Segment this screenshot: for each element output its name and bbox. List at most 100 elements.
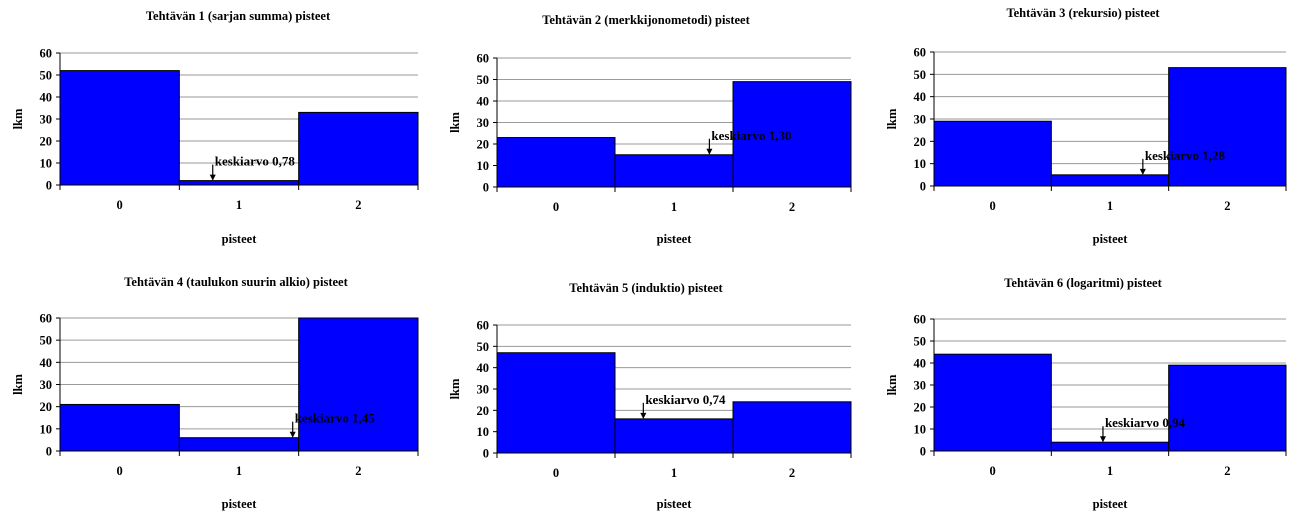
- bar-2: [1168, 364, 1287, 452]
- chart-panel-6: Tehtävän 6 (logaritmi) pisteet0102030405…: [885, 276, 1287, 511]
- y-tick-label: 30: [477, 383, 490, 397]
- y-tick-label: 10: [914, 423, 927, 437]
- x-axis-label: pisteet: [1093, 497, 1129, 511]
- mean-annotation: keskiarvo 0,94: [1105, 415, 1186, 430]
- x-tick-label: 0: [990, 199, 996, 213]
- chart-title: Tehtävän 4 (taulukon suurin alkio) piste…: [124, 275, 348, 289]
- chart-title: Tehtävän 1 (sarjan summa) pisteet: [146, 9, 331, 23]
- y-tick-label: 40: [914, 357, 927, 371]
- y-tick-label: 0: [46, 179, 52, 193]
- mean-annotation: keskiarvo 0,78: [215, 154, 296, 169]
- x-tick-label: 1: [236, 198, 242, 212]
- bar-2: [732, 81, 852, 188]
- y-tick-label: 0: [483, 447, 489, 461]
- x-axis-label: pisteet: [222, 232, 258, 246]
- x-tick-label: 1: [236, 464, 242, 478]
- y-tick-label: 10: [40, 422, 53, 436]
- x-tick-label: 2: [355, 198, 361, 212]
- y-tick-label: 20: [40, 135, 53, 149]
- mean-arrow-head: [289, 431, 296, 438]
- y-tick-label: 50: [40, 334, 53, 348]
- x-tick-label: 2: [1224, 199, 1230, 213]
- y-tick-label: 20: [914, 135, 927, 149]
- mean-annotation: keskiarvo 1,28: [1145, 148, 1226, 163]
- bar-2: [1168, 67, 1287, 187]
- bar-1: [178, 180, 300, 186]
- bar-0: [59, 403, 180, 452]
- y-tick-label: 30: [914, 379, 927, 393]
- bar-0: [496, 137, 616, 188]
- chart-panel-5: Tehtävän 5 (induktio) pisteet01020304050…: [448, 281, 852, 511]
- chart-panel-1: Tehtävän 1 (sarjan summa) pisteet0102030…: [11, 9, 419, 246]
- chart-title: Tehtävän 3 (rekursio) pisteet: [1006, 6, 1160, 20]
- y-tick-label: 30: [40, 378, 53, 392]
- y-tick-label: 40: [914, 90, 927, 104]
- y-tick-label: 20: [477, 138, 490, 152]
- x-tick-label: 0: [117, 198, 123, 212]
- y-tick-label: 60: [40, 312, 53, 326]
- y-tick-label: 60: [914, 313, 927, 327]
- x-tick-label: 0: [553, 200, 559, 214]
- y-tick-label: 0: [920, 180, 926, 194]
- y-tick-label: 0: [483, 181, 489, 195]
- y-tick-label: 50: [477, 73, 490, 87]
- mean-arrow-head: [1139, 168, 1146, 175]
- bar-2: [298, 317, 419, 452]
- y-axis-label: lkm: [11, 108, 25, 129]
- y-tick-label: 40: [40, 356, 53, 370]
- chart-panel-4: Tehtävän 4 (taulukon suurin alkio) piste…: [11, 275, 419, 511]
- x-tick-label: 2: [789, 200, 795, 214]
- mean-annotation: keskiarvo 1,45: [295, 411, 376, 426]
- y-tick-label: 50: [40, 69, 53, 83]
- y-tick-label: 50: [477, 340, 490, 354]
- x-tick-label: 2: [355, 464, 361, 478]
- y-tick-label: 60: [914, 46, 927, 60]
- y-tick-label: 40: [40, 91, 53, 105]
- x-axis-label: pisteet: [222, 497, 258, 511]
- chart-title: Tehtävän 6 (logaritmi) pisteet: [1004, 276, 1162, 290]
- bar-2: [298, 111, 419, 186]
- y-tick-label: 10: [40, 157, 53, 171]
- bar-0: [933, 120, 1052, 187]
- chart-panel-2: Tehtävän 2 (merkkijonometodi) pisteet010…: [448, 13, 852, 246]
- x-tick-label: 0: [553, 466, 559, 480]
- y-tick-label: 50: [914, 335, 927, 349]
- y-tick-label: 60: [477, 52, 490, 66]
- y-tick-label: 30: [914, 113, 927, 127]
- y-axis-label: lkm: [448, 378, 462, 399]
- y-axis-label: lkm: [885, 108, 899, 129]
- y-tick-label: 10: [477, 425, 490, 439]
- y-tick-label: 10: [477, 159, 490, 173]
- x-tick-label: 1: [671, 200, 677, 214]
- mean-annotation: keskiarvo 1,30: [711, 128, 791, 143]
- y-tick-label: 60: [40, 47, 53, 61]
- bar-1: [614, 418, 734, 454]
- y-tick-label: 20: [914, 401, 927, 415]
- y-axis-label: lkm: [11, 373, 25, 394]
- mean-annotation: keskiarvo 0,74: [645, 392, 726, 407]
- bar-0: [933, 353, 1052, 452]
- bar-1: [178, 437, 300, 452]
- mean-arrow-head: [640, 412, 647, 419]
- x-tick-label: 2: [789, 466, 795, 480]
- x-tick-label: 0: [990, 464, 996, 478]
- x-axis-label: pisteet: [657, 497, 693, 511]
- y-tick-label: 30: [40, 113, 53, 127]
- chart-title: Tehtävän 5 (induktio) pisteet: [569, 281, 723, 295]
- x-tick-label: 1: [671, 466, 677, 480]
- bar-1: [614, 154, 734, 188]
- bar-2: [732, 401, 852, 454]
- chart-panel-3: Tehtävän 3 (rekursio) pisteet01020304050…: [885, 6, 1287, 246]
- mean-arrow-head: [706, 148, 713, 155]
- x-axis-label: pisteet: [657, 232, 693, 246]
- y-tick-label: 40: [477, 95, 490, 109]
- chart-title: Tehtävän 2 (merkkijonometodi) pisteet: [542, 13, 750, 27]
- y-tick-label: 30: [477, 116, 490, 130]
- y-tick-label: 10: [914, 157, 927, 171]
- y-tick-label: 20: [477, 404, 490, 418]
- y-tick-label: 0: [920, 445, 926, 459]
- mean-arrow-head: [1099, 436, 1106, 443]
- y-axis-label: lkm: [448, 111, 462, 132]
- x-tick-label: 0: [117, 464, 123, 478]
- x-tick-label: 1: [1107, 464, 1113, 478]
